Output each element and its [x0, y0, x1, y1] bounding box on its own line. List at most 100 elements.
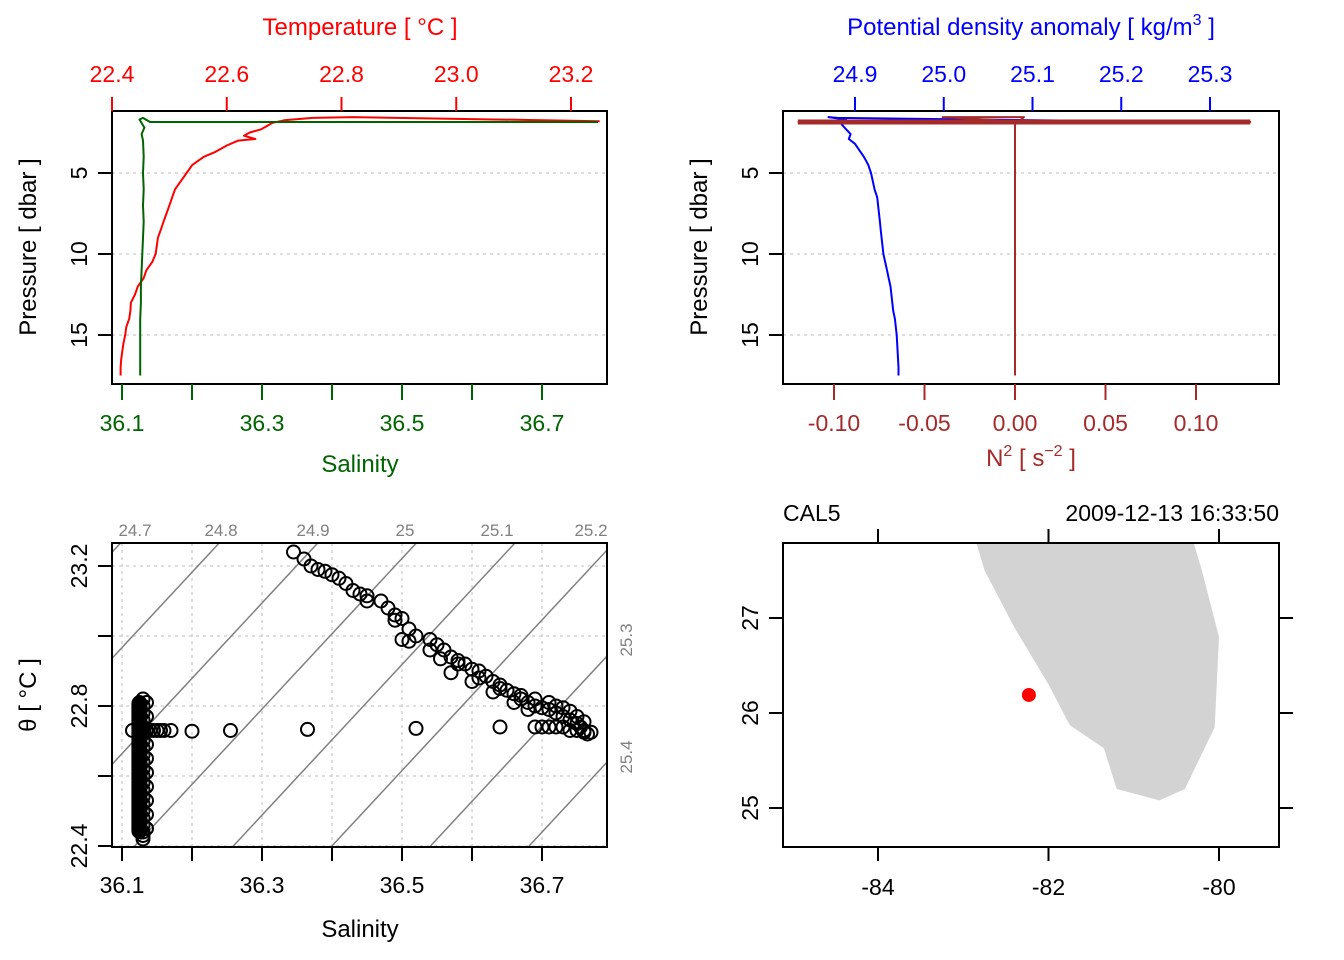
bottom-axis: -0.10 -0.05 0.00 0.05 0.10 — [808, 384, 1219, 436]
map-axes: -84 -82 -80 25 26 27 — [737, 529, 1293, 900]
data-point — [394, 611, 410, 626]
data-point — [562, 723, 578, 738]
isopycnal-label: 25.1 — [480, 521, 513, 540]
bottom-axis: 36.1 36.3 36.5 36.7 — [100, 384, 564, 436]
data-point — [324, 567, 340, 583]
bottom-axis-title: Salinity — [321, 451, 398, 478]
tick-label: 5 — [737, 167, 763, 180]
data-point — [569, 723, 585, 738]
grid-lines — [112, 172, 607, 336]
dense-point-cluster — [131, 695, 148, 839]
tick-label: 36.3 — [240, 872, 285, 898]
data-point — [548, 698, 564, 714]
tick-label: 22.8 — [66, 684, 92, 729]
y-axis-title: Pressure [ dbar ] — [686, 158, 713, 335]
y-axis-title: Pressure [ dbar ] — [15, 158, 42, 335]
tick-label: 25.0 — [921, 61, 966, 87]
tick-label: -0.05 — [898, 410, 950, 436]
tick-label: 36.1 — [100, 410, 145, 436]
top-axis-title: Potential density anomaly [ kg/m3 ] — [847, 12, 1215, 41]
tick-label: 26 — [737, 700, 763, 726]
isopycnal-label: 24.8 — [204, 521, 237, 540]
data-point — [443, 665, 459, 681]
bottom-axis-title-sup2: −2 — [1044, 443, 1062, 460]
data-point — [422, 642, 438, 658]
data-point — [471, 670, 487, 686]
series-potential-density-anomaly — [827, 116, 1237, 376]
data-point — [527, 691, 543, 707]
data-point — [464, 674, 480, 689]
bottom-axis-title-mid: [ s — [1012, 445, 1044, 472]
isopycnal-lines — [112, 543, 607, 847]
tick-label: 10 — [737, 241, 763, 267]
scatter-points — [125, 544, 599, 847]
isopycnal-label: 24.9 — [296, 521, 329, 540]
isopycnal-line — [112, 543, 319, 766]
tick-label: 22.6 — [204, 61, 249, 87]
tick-label: 22.4 — [90, 61, 135, 87]
isopycnal-line — [331, 548, 607, 847]
isopycnal-line — [112, 543, 221, 660]
x-axis-title: Salinity — [321, 916, 398, 943]
tick-label: 25 — [737, 795, 763, 821]
data-point — [541, 695, 557, 710]
panel-temperature-salinity-profile: Temperature [ °C ] 22.4 22.6 22.8 23.0 23.2 … — [15, 14, 608, 478]
isopycnal-line — [134, 543, 418, 847]
data-point — [359, 593, 375, 609]
tick-label: 15 — [66, 322, 92, 348]
tick-label: 27 — [737, 605, 763, 631]
data-point — [153, 723, 168, 738]
plot-frame — [782, 110, 1280, 385]
series-temperature — [119, 116, 600, 376]
tick-label: 5 — [66, 167, 92, 180]
y-axis-title: θ [ °C ] — [15, 658, 42, 732]
tick-label: -80 — [1202, 874, 1235, 900]
map-frame — [782, 542, 1280, 848]
florida-landmass — [976, 543, 1219, 801]
data-point — [450, 656, 466, 672]
grid-lines — [783, 172, 1279, 336]
plot-frame — [111, 542, 608, 848]
data-point — [300, 721, 315, 737]
data-point — [492, 681, 508, 696]
bottom-axis-title-n: N — [986, 445, 1003, 472]
tick-label: 36.5 — [380, 872, 425, 898]
series-group — [119, 116, 600, 376]
tick-label: 24.9 — [833, 61, 878, 87]
data-point — [223, 723, 238, 738]
isopycnal-labels: 24.7 24.8 24.9 25 25.1 25.2 25.3 25.4 — [118, 521, 636, 774]
data-point — [555, 700, 571, 716]
y-axis: 22.4 22.8 23.2 — [66, 544, 112, 868]
isopycnal-label: 25.4 — [617, 740, 636, 773]
tick-label: 23.2 — [66, 544, 92, 589]
data-point — [520, 702, 536, 717]
station-marker — [1021, 687, 1036, 702]
data-point — [387, 612, 403, 628]
tick-label: 23.2 — [549, 61, 594, 87]
station-point — [1021, 687, 1036, 702]
tick-label: 0.10 — [1174, 410, 1219, 436]
isopycnal-line — [429, 655, 607, 847]
isopycnal-label: 25 — [396, 521, 415, 540]
bottom-axis-title-sup: 2 — [1003, 443, 1012, 460]
tick-label: 23.0 — [434, 61, 479, 87]
tick-label: 10 — [66, 241, 92, 267]
top-axis-title-main: Potential density anomaly [ kg/m — [847, 14, 1193, 41]
series-n2 — [797, 116, 1252, 376]
tick-label: -0.10 — [808, 410, 860, 436]
data-point — [359, 588, 375, 604]
y-axis: 5 10 15 — [737, 167, 783, 348]
isopycnal-label: 24.7 — [118, 521, 151, 540]
tick-label: -82 — [1032, 874, 1065, 900]
panel-ts-diagram: 24.7 24.8 24.9 25 25.1 25.225.325.4 36.1 36.3 3… — [15, 521, 636, 943]
data-point — [387, 607, 403, 623]
data-point — [394, 632, 410, 647]
data-point — [345, 583, 361, 598]
tick-label: 36.1 — [100, 872, 145, 898]
tick-label: 25.2 — [1099, 61, 1144, 87]
data-point — [317, 563, 333, 579]
data-point — [555, 719, 571, 735]
data-point — [499, 682, 515, 698]
y-axis: 5 10 15 — [66, 167, 112, 348]
